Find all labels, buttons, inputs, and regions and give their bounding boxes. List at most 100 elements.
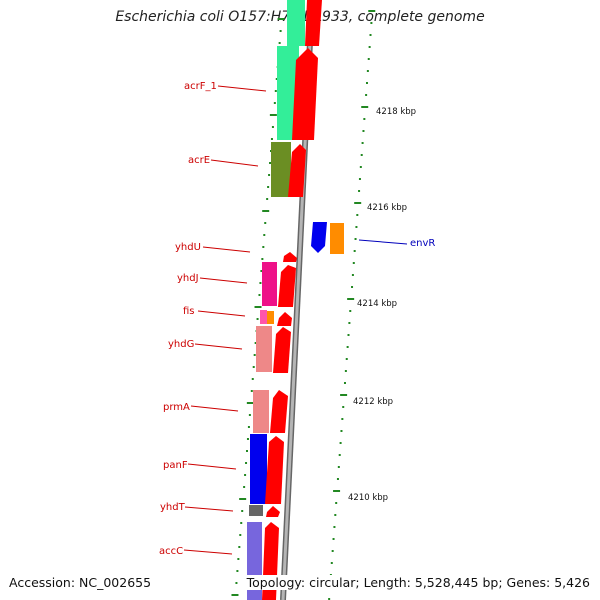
scale-tick [245, 462, 248, 464]
cds-arrow[interactable] [266, 506, 280, 517]
scale-tick [236, 570, 239, 572]
scale-tick [241, 510, 244, 512]
scale-tick [264, 222, 267, 224]
gene-track-right [311, 222, 344, 254]
scale-tick [279, 30, 282, 32]
scale-label-4218: 4218 kbp [376, 107, 416, 117]
scale-tick [270, 138, 273, 140]
scale-tick [253, 354, 256, 356]
scale-tick [328, 598, 331, 600]
scale-tick [361, 106, 369, 108]
scale-tick [275, 78, 278, 80]
cds-arrow[interactable] [283, 252, 297, 262]
scale-tick [331, 550, 334, 552]
cds-arrow[interactable] [270, 390, 288, 433]
gene-box-top[interactable] [287, 0, 305, 46]
scale-tick [238, 546, 241, 548]
scale-tick [262, 210, 270, 212]
cds-arrow[interactable] [273, 327, 291, 373]
scale-tick [365, 94, 368, 96]
gene-label-yhdT[interactable]: yhdT [160, 502, 186, 513]
cds-track [262, 0, 322, 600]
gene-label-accC[interactable]: accC [159, 546, 183, 557]
cds-arrow[interactable] [292, 48, 318, 140]
scale-tick [365, 82, 368, 84]
scale-tick [367, 58, 370, 60]
scale-tick [336, 478, 339, 480]
gene-label-acrF-1[interactable]: acrF_1 [184, 81, 217, 92]
scale-tick [353, 250, 356, 252]
gene-box-yhdU-yhdJ[interactable] [262, 262, 277, 306]
scale-tick [258, 294, 261, 296]
scale-tick [240, 522, 243, 524]
scale-tick [269, 114, 277, 116]
gene-box-envR-orange[interactable] [330, 223, 344, 254]
cds-arrow[interactable] [288, 144, 306, 197]
accession-label: Accession: NC_002655 [7, 575, 154, 590]
gene-arrow-envR[interactable] [311, 222, 327, 253]
scale-tick [243, 486, 246, 488]
scale-tick [363, 118, 366, 120]
scale-tick [252, 366, 255, 368]
scale-tick [333, 526, 336, 528]
gene-box-fis-orange[interactable] [267, 311, 274, 324]
scale-tick [341, 418, 344, 420]
scale-tick [246, 438, 249, 440]
gene-label-prmA[interactable]: prmA [163, 402, 190, 413]
scale-tick [254, 342, 257, 344]
scale-tick [354, 238, 357, 240]
gene-box-fis[interactable] [260, 310, 267, 324]
scale-tick [343, 382, 346, 384]
scale-tick [334, 514, 337, 516]
scale-tick [247, 426, 250, 428]
scale-tick [355, 226, 358, 228]
gene-box-yhdT[interactable] [249, 505, 263, 516]
gene-label-envR[interactable]: envR [410, 238, 435, 249]
scale-tick [235, 582, 238, 584]
scale-tick [345, 358, 348, 360]
cds-arrow[interactable] [305, 0, 322, 46]
scale-tick [244, 474, 247, 476]
scale-tick [366, 70, 369, 72]
scale-tick [277, 18, 285, 20]
scale-tick [354, 202, 362, 204]
topology-label: Topology: circular; Length: 5,528,445 bp… [244, 575, 592, 590]
scale-label-4216: 4216 kbp [367, 203, 407, 213]
cds-arrow[interactable] [277, 312, 292, 326]
scale-tick [261, 258, 264, 260]
gene-label-yhdU[interactable]: yhdU [175, 242, 201, 253]
scale-tick [273, 102, 276, 104]
scale-label-4212: 4212 kbp [353, 397, 393, 407]
scale-tick [251, 378, 254, 380]
cds-arrow[interactable] [265, 436, 284, 504]
gene-label-fis[interactable]: fis [183, 306, 195, 317]
gene-box-acrE[interactable] [271, 142, 291, 197]
gene-label-panF[interactable]: panF [163, 460, 188, 471]
gene-label-yhdJ[interactable]: yhdJ [177, 273, 199, 284]
scale-tick [351, 286, 354, 288]
cds-arrow[interactable] [278, 265, 296, 307]
scale-tick [239, 534, 242, 536]
scale-tick [262, 246, 265, 248]
gene-box-yhdG[interactable] [256, 326, 272, 372]
scale-tick [332, 538, 335, 540]
scale-labels: 4218 kbp 4216 kbp 4214 kbp 4212 kbp 4210… [348, 107, 416, 503]
scale-tick [278, 42, 281, 44]
scale-tick [246, 402, 254, 404]
scale-tick [263, 234, 266, 236]
gene-label-acrE[interactable]: acrE [188, 155, 210, 166]
scale-tick [267, 186, 270, 188]
gene-label-yhdG[interactable]: yhdG [168, 339, 194, 350]
scale-tick [369, 34, 372, 36]
scale-tick [358, 178, 361, 180]
scale-tick [339, 442, 342, 444]
scale-tick [237, 558, 240, 560]
scale-tick [246, 450, 248, 452]
gene-box-prmA[interactable] [253, 390, 269, 433]
scale-tick [347, 298, 355, 300]
scale-tick [340, 394, 348, 396]
scale-tick [335, 502, 338, 504]
scale-tick [254, 306, 262, 308]
scale-tick [358, 190, 361, 192]
gene-box-panF[interactable] [250, 434, 267, 504]
